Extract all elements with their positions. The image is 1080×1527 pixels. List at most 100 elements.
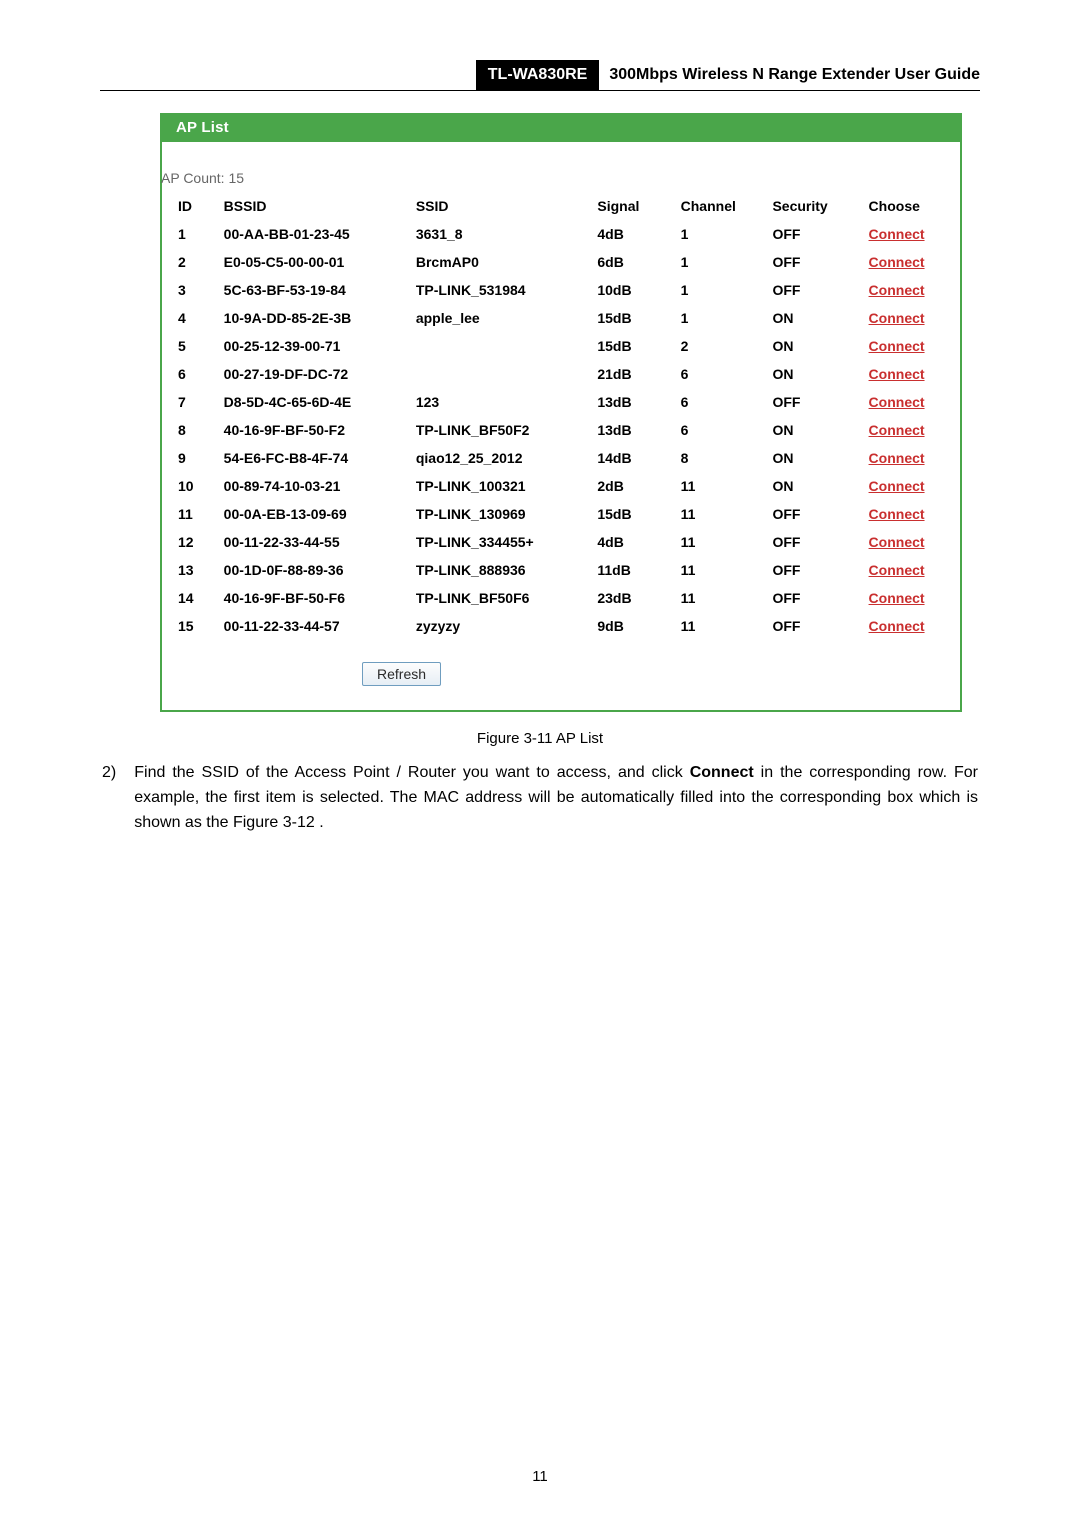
figure-caption: Figure 3-11 AP List: [100, 730, 980, 747]
col-signal: Signal: [593, 192, 676, 220]
table-row: 2E0-05-C5-00-00-01BrcmAP06dB1OFFConnect: [162, 248, 950, 276]
cell-ssid: TP-LINK_130969: [412, 500, 594, 528]
table-row: 7D8-5D-4C-65-6D-4E12313dB6OFFConnect: [162, 388, 950, 416]
col-channel: Channel: [677, 192, 769, 220]
cell-id: 4: [162, 304, 220, 332]
cell-signal: 15dB: [593, 332, 676, 360]
cell-ssid: qiao12_25_2012: [412, 444, 594, 472]
document-title: 300Mbps Wireless N Range Extender User G…: [599, 60, 980, 90]
cell-channel: 11: [677, 612, 769, 640]
cell-bssid: 00-11-22-33-44-57: [220, 612, 412, 640]
cell-bssid: 00-1D-0F-88-89-36: [220, 556, 412, 584]
table-row: 1500-11-22-33-44-57zyzyzy9dB11OFFConnect: [162, 612, 950, 640]
connect-link[interactable]: Connect: [869, 394, 925, 410]
cell-security: ON: [768, 472, 864, 500]
cell-bssid: 00-89-74-10-03-21: [220, 472, 412, 500]
cell-security: ON: [768, 360, 864, 388]
cell-id: 8: [162, 416, 220, 444]
cell-ssid: BrcmAP0: [412, 248, 594, 276]
step-pre: Find the SSID of the Access Point / Rout…: [134, 764, 689, 781]
step-2: 2) Find the SSID of the Access Point / R…: [100, 761, 980, 835]
cell-id: 2: [162, 248, 220, 276]
cell-channel: 8: [677, 444, 769, 472]
connect-link[interactable]: Connect: [869, 338, 925, 354]
connect-link[interactable]: Connect: [869, 478, 925, 494]
cell-security: ON: [768, 416, 864, 444]
cell-security: OFF: [768, 276, 864, 304]
cell-id: 12: [162, 528, 220, 556]
ap-list-panel: AP List AP Count: 15 ID BSSID SSID Signa…: [160, 113, 962, 712]
connect-link[interactable]: Connect: [869, 310, 925, 326]
cell-ssid: 123: [412, 388, 594, 416]
connect-link[interactable]: Connect: [869, 506, 925, 522]
connect-link[interactable]: Connect: [869, 590, 925, 606]
model-badge: TL-WA830RE: [476, 60, 600, 90]
cell-security: OFF: [768, 584, 864, 612]
table-row: 1200-11-22-33-44-55TP-LINK_334455+4dB11O…: [162, 528, 950, 556]
cell-bssid: 40-16-9F-BF-50-F6: [220, 584, 412, 612]
col-bssid: BSSID: [220, 192, 412, 220]
cell-channel: 2: [677, 332, 769, 360]
table-row: 1100-0A-EB-13-09-69TP-LINK_13096915dB11O…: [162, 500, 950, 528]
cell-bssid: 00-25-12-39-00-71: [220, 332, 412, 360]
table-row: 1440-16-9F-BF-50-F6TP-LINK_BF50F623dB11O…: [162, 584, 950, 612]
cell-bssid: E0-05-C5-00-00-01: [220, 248, 412, 276]
cell-security: ON: [768, 332, 864, 360]
connect-link[interactable]: Connect: [869, 422, 925, 438]
cell-channel: 6: [677, 388, 769, 416]
cell-channel: 11: [677, 528, 769, 556]
cell-channel: 11: [677, 500, 769, 528]
cell-security: OFF: [768, 388, 864, 416]
table-row: 1300-1D-0F-88-89-36TP-LINK_88893611dB11O…: [162, 556, 950, 584]
cell-channel: 11: [677, 472, 769, 500]
cell-security: ON: [768, 444, 864, 472]
cell-signal: 11dB: [593, 556, 676, 584]
cell-channel: 1: [677, 220, 769, 248]
connect-link[interactable]: Connect: [869, 534, 925, 550]
table-row: 600-27-19-DF-DC-7221dB6ONConnect: [162, 360, 950, 388]
cell-signal: 15dB: [593, 304, 676, 332]
cell-bssid: 00-11-22-33-44-55: [220, 528, 412, 556]
col-id: ID: [162, 192, 220, 220]
connect-link[interactable]: Connect: [869, 226, 925, 242]
col-choose: Choose: [865, 192, 950, 220]
cell-ssid: 3631_8: [412, 220, 594, 248]
connect-link[interactable]: Connect: [869, 618, 925, 634]
cell-security: OFF: [768, 220, 864, 248]
ap-table: ID BSSID SSID Signal Channel Security Ch…: [162, 192, 950, 640]
cell-signal: 14dB: [593, 444, 676, 472]
cell-bssid: 00-0A-EB-13-09-69: [220, 500, 412, 528]
cell-ssid: TP-LINK_888936: [412, 556, 594, 584]
cell-ssid: zyzyzy: [412, 612, 594, 640]
connect-link[interactable]: Connect: [869, 562, 925, 578]
cell-bssid: 54-E6-FC-B8-4F-74: [220, 444, 412, 472]
cell-id: 6: [162, 360, 220, 388]
refresh-button[interactable]: Refresh: [362, 662, 441, 686]
cell-channel: 1: [677, 248, 769, 276]
table-row: 100-AA-BB-01-23-453631_84dB1OFFConnect: [162, 220, 950, 248]
cell-security: OFF: [768, 500, 864, 528]
col-ssid: SSID: [412, 192, 594, 220]
cell-ssid: TP-LINK_BF50F2: [412, 416, 594, 444]
cell-security: OFF: [768, 528, 864, 556]
cell-ssid: TP-LINK_334455+: [412, 528, 594, 556]
cell-id: 1: [162, 220, 220, 248]
connect-keyword: Connect: [690, 764, 754, 781]
cell-signal: 21dB: [593, 360, 676, 388]
connect-link[interactable]: Connect: [869, 366, 925, 382]
cell-id: 3: [162, 276, 220, 304]
cell-security: OFF: [768, 556, 864, 584]
cell-channel: 6: [677, 416, 769, 444]
table-row: 1000-89-74-10-03-21TP-LINK_1003212dB11ON…: [162, 472, 950, 500]
cell-ssid: TP-LINK_100321: [412, 472, 594, 500]
cell-security: OFF: [768, 612, 864, 640]
cell-id: 13: [162, 556, 220, 584]
connect-link[interactable]: Connect: [869, 254, 925, 270]
cell-id: 9: [162, 444, 220, 472]
cell-bssid: 40-16-9F-BF-50-F2: [220, 416, 412, 444]
cell-id: 5: [162, 332, 220, 360]
table-row: 954-E6-FC-B8-4F-74qiao12_25_201214dB8ON C…: [162, 444, 950, 472]
cell-ssid: [412, 360, 594, 388]
connect-link[interactable]: Connect: [869, 450, 925, 466]
connect-link[interactable]: Connect: [869, 282, 925, 298]
